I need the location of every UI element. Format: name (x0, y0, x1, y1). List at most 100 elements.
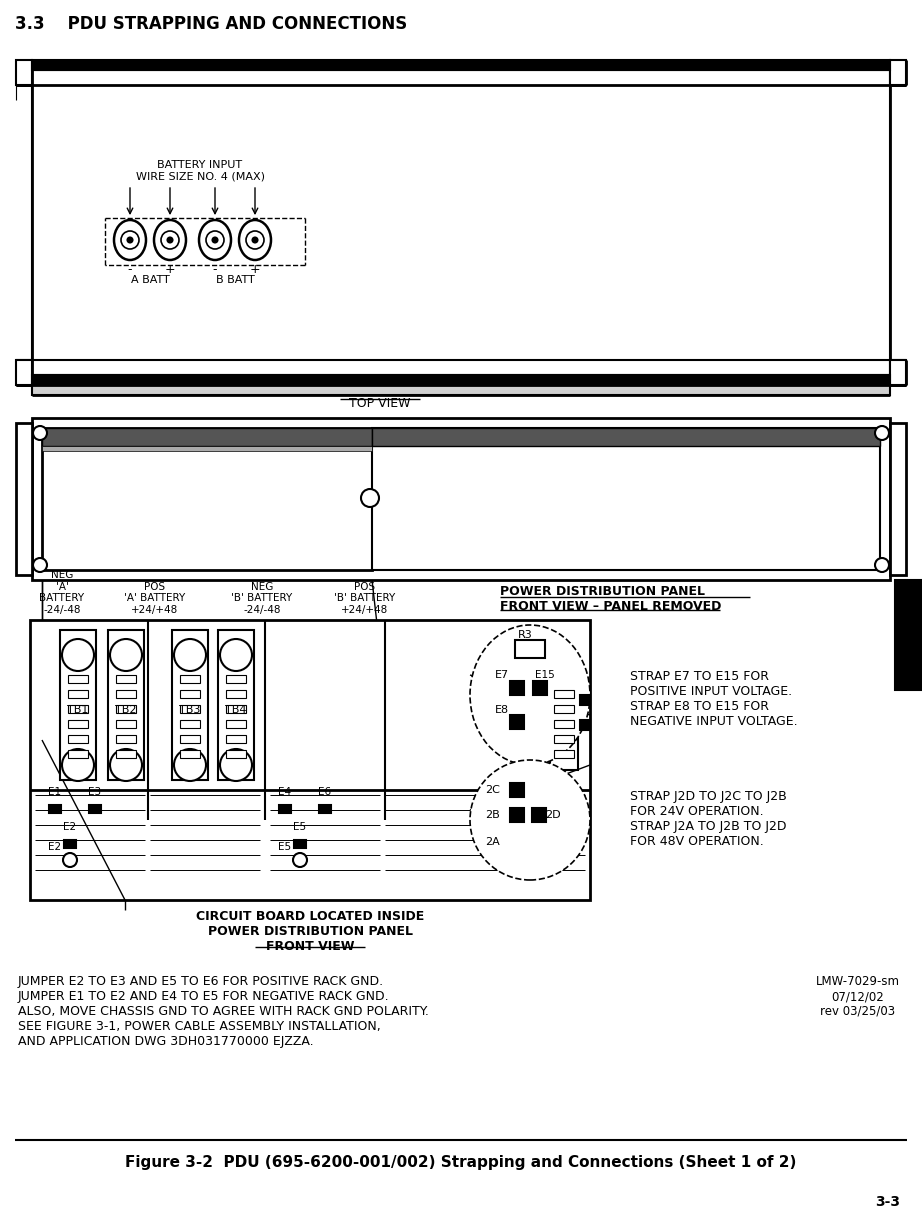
Bar (226, 705, 246, 713)
Text: TB2: TB2 (115, 705, 136, 715)
Bar (515, 640, 545, 658)
Bar (372, 429, 880, 446)
Bar (580, 695, 590, 705)
Text: B BATT: B BATT (216, 275, 254, 285)
Text: POS
'B' BATTERY
+24/+48: POS 'B' BATTERY +24/+48 (335, 582, 396, 615)
Bar (890, 360, 906, 386)
Bar (16, 60, 32, 85)
Bar (580, 720, 590, 729)
Text: STRAP J2D TO J2C TO J2B
FOR 24V OPERATION.
STRAP J2A TO J2B TO J2D
FOR 48V OPERA: STRAP J2D TO J2C TO J2B FOR 24V OPERATIO… (630, 790, 786, 849)
Bar (16, 360, 32, 386)
Bar (42, 429, 372, 446)
Bar (180, 720, 200, 728)
Text: 2A: 2A (485, 837, 500, 847)
Text: BATTERY INPUT
WIRE SIZE NO. 4 (MAX): BATTERY INPUT WIRE SIZE NO. 4 (MAX) (136, 160, 265, 182)
Bar (68, 690, 88, 698)
Text: Figure 3-2  PDU (695-6200-001/002) Strapping and Connections (Sheet 1 of 2): Figure 3-2 PDU (695-6200-001/002) Strapp… (125, 1156, 797, 1170)
Bar (68, 705, 88, 713)
Bar (372, 429, 880, 570)
Bar (116, 750, 136, 758)
Text: 2B: 2B (485, 810, 500, 820)
Text: 3-3: 3-3 (875, 1195, 900, 1210)
Bar (890, 60, 906, 85)
Bar (890, 422, 906, 575)
Circle shape (220, 749, 252, 781)
Bar (32, 418, 890, 580)
Bar (60, 630, 96, 780)
Circle shape (875, 558, 889, 572)
Circle shape (110, 749, 142, 781)
Bar (108, 630, 144, 780)
Circle shape (168, 237, 172, 242)
Bar (42, 429, 372, 570)
Bar (32, 375, 890, 386)
Text: TB1: TB1 (67, 705, 89, 715)
Circle shape (63, 853, 77, 867)
Bar (64, 840, 76, 849)
Bar (116, 736, 136, 743)
Text: R3: R3 (517, 630, 532, 640)
Bar (32, 60, 890, 70)
Circle shape (220, 639, 252, 670)
Circle shape (246, 231, 264, 249)
Circle shape (127, 237, 133, 242)
Bar (510, 783, 524, 797)
Circle shape (293, 853, 307, 867)
Bar (226, 675, 246, 683)
Text: +: + (165, 263, 175, 276)
Text: -: - (128, 263, 132, 276)
Text: E2: E2 (49, 842, 62, 852)
Text: E15: E15 (535, 670, 555, 680)
Circle shape (875, 426, 889, 440)
Text: E5: E5 (278, 842, 291, 852)
Bar (180, 705, 200, 713)
Text: TB3: TB3 (179, 705, 201, 715)
Bar (554, 720, 574, 728)
Bar (32, 70, 890, 375)
Bar (42, 446, 372, 451)
Circle shape (174, 749, 206, 781)
Text: 2D: 2D (545, 810, 561, 820)
Bar (510, 715, 524, 729)
Circle shape (62, 749, 94, 781)
Text: +: + (250, 263, 260, 276)
Bar (533, 682, 547, 695)
Text: TOP VIEW: TOP VIEW (349, 397, 410, 410)
Bar (68, 720, 88, 728)
Bar (510, 682, 524, 695)
Text: E2: E2 (64, 822, 77, 833)
Bar (32, 386, 890, 395)
Text: LMW-7029-sm
07/12/02
rev 03/25/03: LMW-7029-sm 07/12/02 rev 03/25/03 (816, 975, 900, 1018)
Circle shape (253, 237, 257, 242)
Text: E1: E1 (49, 787, 62, 797)
Text: A BATT: A BATT (131, 275, 170, 285)
Bar (68, 675, 88, 683)
Bar (116, 705, 136, 713)
Circle shape (121, 231, 139, 249)
Bar (30, 620, 590, 900)
Circle shape (361, 489, 379, 507)
Bar (49, 806, 61, 813)
Text: POS
'A' BATTERY
+24/+48: POS 'A' BATTERY +24/+48 (124, 582, 185, 615)
Text: E6: E6 (318, 787, 332, 797)
Bar (510, 808, 524, 822)
Ellipse shape (199, 220, 231, 260)
Bar (116, 675, 136, 683)
Bar (226, 736, 246, 743)
Ellipse shape (470, 760, 590, 880)
Bar (218, 630, 254, 780)
Text: NEG
'B' BATTERY
-24/-48: NEG 'B' BATTERY -24/-48 (231, 582, 292, 615)
Ellipse shape (154, 220, 186, 260)
Text: E8: E8 (495, 705, 509, 715)
Text: -: - (213, 263, 218, 276)
Bar (554, 736, 574, 743)
Ellipse shape (239, 220, 271, 260)
Bar (180, 675, 200, 683)
Bar (895, 580, 922, 690)
Bar (16, 422, 32, 575)
Circle shape (161, 231, 179, 249)
Text: JUMPER E2 TO E3 AND E5 TO E6 FOR POSITIVE RACK GND.
JUMPER E1 TO E2 AND E4 TO E5: JUMPER E2 TO E3 AND E5 TO E6 FOR POSITIV… (18, 975, 429, 1047)
Bar (226, 690, 246, 698)
Text: TB4: TB4 (225, 705, 247, 715)
Bar (279, 806, 291, 813)
